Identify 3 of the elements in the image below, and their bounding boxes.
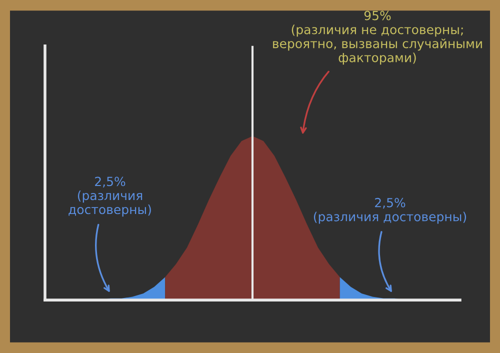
annotation: 2,5% (различия достоверны) <box>68 176 151 217</box>
text: 95% (различия не достоверны; вероятно, вызваны случайными факторами) <box>273 10 482 65</box>
annotation: 2,5% (различия достоверны) <box>314 198 466 224</box>
